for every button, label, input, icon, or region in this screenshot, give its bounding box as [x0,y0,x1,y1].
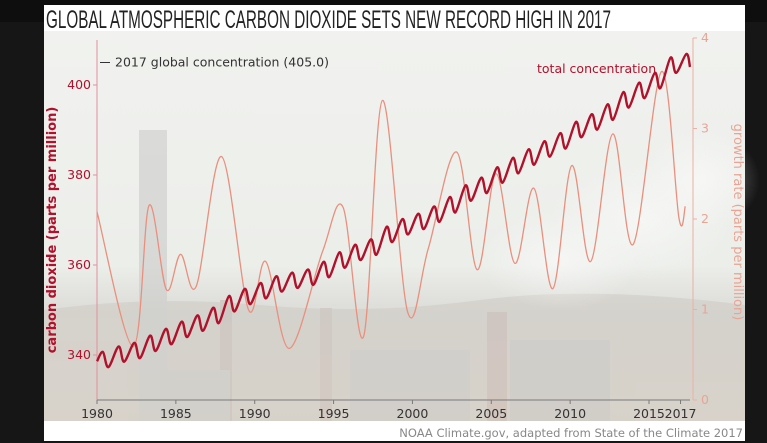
right-y-tick-label: 1 [701,302,709,317]
credit-text: NOAA Climate.gov, adapted from State of … [399,426,743,440]
right-y-tick-label: 0 [701,392,709,407]
background-photo-details [44,130,760,421]
x-tick-label: 1990 [239,406,271,421]
growth-rate-line [96,70,686,350]
left-y-tick-label: 340 [67,347,91,362]
right-y-tick-label: 2 [701,211,709,226]
x-tick-label: 2000 [397,406,429,421]
chart-title: GLOBAL ATMOSPHERIC CARBON DIOXIDE SETS N… [46,6,611,34]
annotation-label: 2017 global concentration (405.0) [115,55,329,70]
x-tick-label: 2005 [475,406,507,421]
x-tick-label: 2017 [665,406,697,421]
x-tick-label: 1995 [318,406,350,421]
total-concentration-line [95,52,692,369]
right-y-tick-label: 3 [701,121,709,136]
right-axis-label: growth rate (parts per million) [730,124,745,321]
x-tick-label: 1980 [81,406,113,421]
x-tick-label: 2015 [633,406,665,421]
left-y-tick-label: 380 [67,167,91,182]
left-y-tick-label: 360 [67,257,91,272]
right-y-tick-label: 4 [701,30,709,45]
series-label-total-concentration: total concentration [537,61,656,76]
left-y-tick-label: 400 [67,77,91,92]
x-tick-label: 1985 [160,406,192,421]
x-tick-label: 2010 [554,406,586,421]
left-axis-label: carbon dioxide (parts per million) [45,107,60,354]
